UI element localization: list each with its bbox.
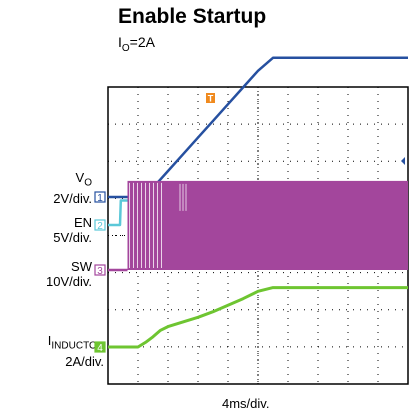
svg-text:3: 3 (97, 266, 103, 277)
svg-text:2: 2 (97, 221, 103, 232)
trigger-level-marker (401, 157, 405, 165)
en-label: EN 5V/div. (10, 215, 92, 245)
channel-marker-3: 3 (94, 264, 106, 277)
vo-label: VO 2V/div. (10, 170, 92, 206)
inductor-label-scale: 2A/div. (65, 353, 104, 369)
inductor-label: IINDUCTOR 2A/div. (2, 333, 104, 369)
inductor-label-base: I (47, 333, 52, 348)
svg-text:1: 1 (97, 193, 103, 204)
trace-i-inductor (108, 286, 408, 349)
inductor-label-sub: INDUCTOR (51, 340, 104, 352)
en-label-base: EN (73, 215, 92, 230)
subtitle-base: I (118, 34, 122, 50)
trigger-marker: T (206, 93, 215, 104)
sw-label: SW 10V/div. (10, 259, 92, 289)
trace-sw-band (127, 180, 408, 270)
subtitle-rest: =2A (129, 34, 155, 50)
channel-marker-1: 1 (94, 191, 106, 204)
chart-subtitle: IO=2A (118, 34, 155, 54)
vo-label-base: V (75, 170, 85, 185)
svg-text:T: T (208, 94, 214, 104)
trace-v-o (108, 56, 408, 199)
channel-marker-4: 4 (94, 341, 106, 354)
channel-marker-2: 2 (94, 219, 106, 232)
en-label-scale: 5V/div. (53, 230, 92, 245)
vo-label-scale: 2V/div. (53, 190, 92, 206)
subtitle-sub: O (121, 42, 130, 54)
sw-label-scale: 10V/div. (45, 274, 92, 289)
vo-label-sub: O (84, 177, 92, 189)
x-axis-label: 4ms/div. (222, 396, 270, 411)
sw-label-base: SW (71, 259, 92, 274)
chart-title: Enable Startup (118, 5, 267, 28)
svg-text:4: 4 (97, 343, 103, 354)
